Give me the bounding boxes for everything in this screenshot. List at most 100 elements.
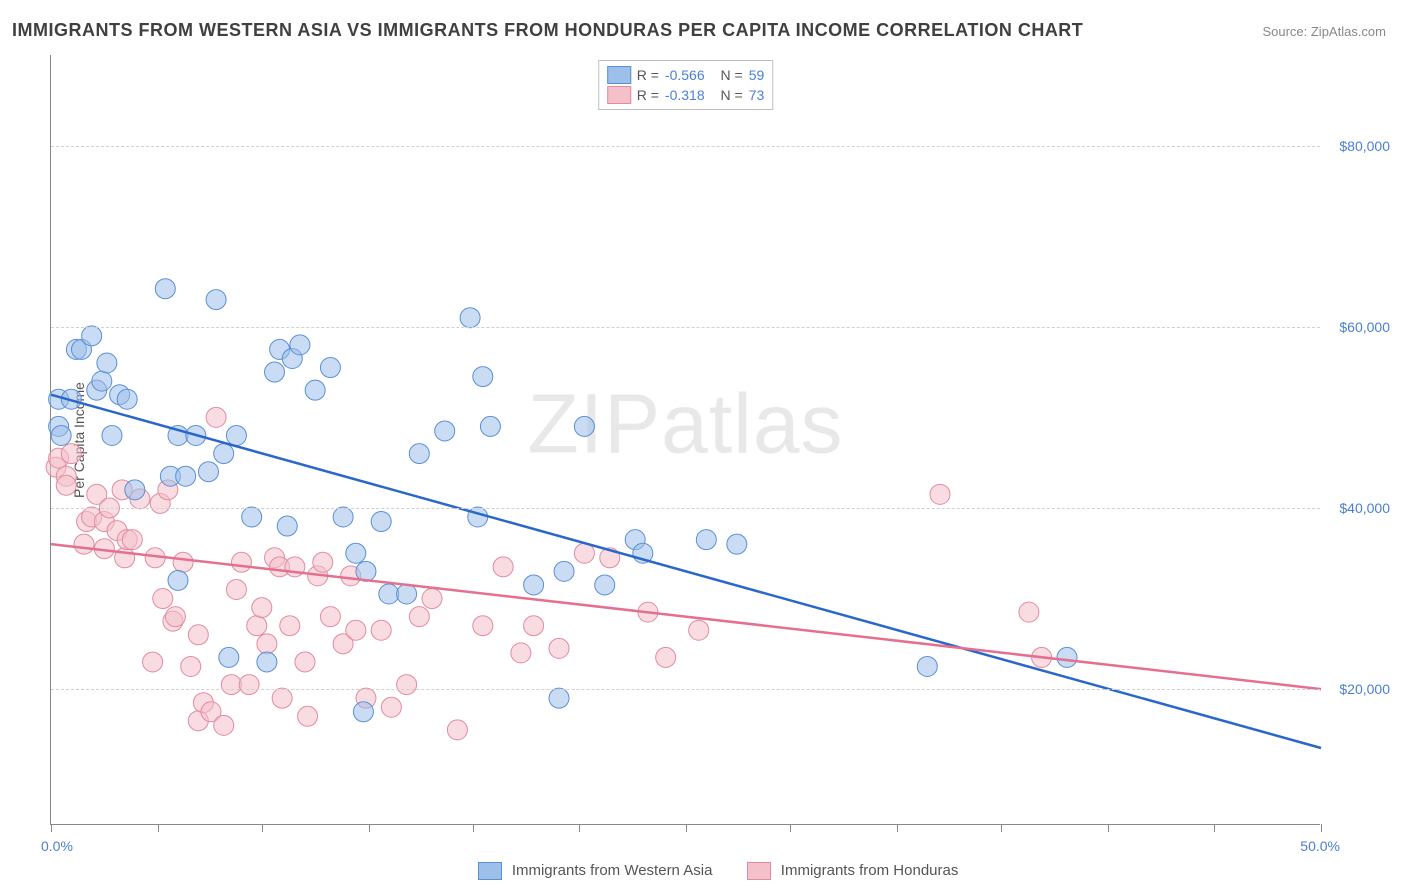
data-point (122, 530, 142, 550)
data-point (97, 353, 117, 373)
source-credit: Source: ZipAtlas.com (1262, 24, 1386, 39)
data-point (168, 570, 188, 590)
data-point (181, 656, 201, 676)
trend-line (51, 544, 1321, 689)
data-point (379, 584, 399, 604)
data-point (117, 389, 137, 409)
data-point (320, 607, 340, 627)
data-point (232, 552, 252, 572)
data-point (473, 616, 493, 636)
x-tick (1321, 824, 1322, 832)
data-point (305, 380, 325, 400)
data-point (1019, 602, 1039, 622)
data-point (82, 326, 102, 346)
x-tick (1214, 824, 1215, 832)
x-tick (686, 824, 687, 832)
data-point (198, 462, 218, 482)
data-point (371, 620, 391, 640)
x-tick (1001, 824, 1002, 832)
data-point (165, 607, 185, 627)
data-point (468, 507, 488, 527)
data-point (290, 335, 310, 355)
data-point (447, 720, 467, 740)
x-tick (473, 824, 474, 832)
data-point (219, 647, 239, 667)
data-point (173, 552, 193, 572)
data-point (226, 425, 246, 445)
data-point (242, 507, 262, 527)
x-tick (262, 824, 263, 832)
data-point (574, 416, 594, 436)
data-point (280, 616, 300, 636)
data-point (298, 706, 318, 726)
data-point (257, 634, 277, 654)
source-prefix: Source: (1262, 24, 1310, 39)
data-point (346, 620, 366, 640)
data-point (595, 575, 615, 595)
data-point (524, 616, 544, 636)
data-point (460, 308, 480, 328)
y-tick-label: $20,000 (1339, 681, 1390, 697)
data-point (125, 480, 145, 500)
x-tick (1108, 824, 1109, 832)
x-tick (579, 824, 580, 832)
data-point (214, 444, 234, 464)
data-point (371, 512, 391, 532)
data-point (188, 625, 208, 645)
data-point (397, 584, 417, 604)
series-swatch-1 (478, 862, 502, 880)
y-tick-label: $80,000 (1339, 138, 1390, 154)
data-point (435, 421, 455, 441)
data-point (381, 697, 401, 717)
series-name-2: Immigrants from Honduras (781, 862, 959, 879)
series-name-1: Immigrants from Western Asia (512, 862, 713, 879)
data-point (353, 702, 373, 722)
data-point (239, 675, 259, 695)
data-point (727, 534, 747, 554)
y-tick-label: $40,000 (1339, 500, 1390, 516)
data-point (346, 543, 366, 563)
data-point (930, 484, 950, 504)
data-point (272, 688, 292, 708)
data-point (51, 425, 71, 445)
data-point (153, 589, 173, 609)
data-point (333, 507, 353, 527)
data-point (689, 620, 709, 640)
data-point (247, 616, 267, 636)
chart-title: IMMIGRANTS FROM WESTERN ASIA VS IMMIGRAN… (12, 20, 1083, 41)
x-tick (51, 824, 52, 832)
data-point (56, 475, 76, 495)
gridline (51, 689, 1320, 690)
data-point (295, 652, 315, 672)
data-point (473, 367, 493, 387)
data-point (320, 358, 340, 378)
data-point (422, 589, 442, 609)
data-point (524, 575, 544, 595)
x-max-label: 50.0% (1300, 838, 1340, 854)
data-point (549, 688, 569, 708)
data-point (265, 362, 285, 382)
data-point (313, 552, 333, 572)
data-point (257, 652, 277, 672)
x-min-label: 0.0% (41, 838, 73, 854)
data-point (214, 715, 234, 735)
data-point (554, 561, 574, 581)
gridline (51, 327, 1320, 328)
data-point (480, 416, 500, 436)
series-swatch-2 (747, 862, 771, 880)
data-point (696, 530, 716, 550)
data-point (656, 647, 676, 667)
data-point (397, 675, 417, 695)
data-point (409, 607, 429, 627)
data-point (61, 444, 81, 464)
data-point (1057, 647, 1077, 667)
data-point (917, 656, 937, 676)
y-tick-label: $60,000 (1339, 319, 1390, 335)
data-point (409, 444, 429, 464)
data-point (493, 557, 513, 577)
x-tick (158, 824, 159, 832)
data-point (277, 516, 297, 536)
gridline (51, 508, 1320, 509)
gridline (51, 146, 1320, 147)
data-point (74, 534, 94, 554)
